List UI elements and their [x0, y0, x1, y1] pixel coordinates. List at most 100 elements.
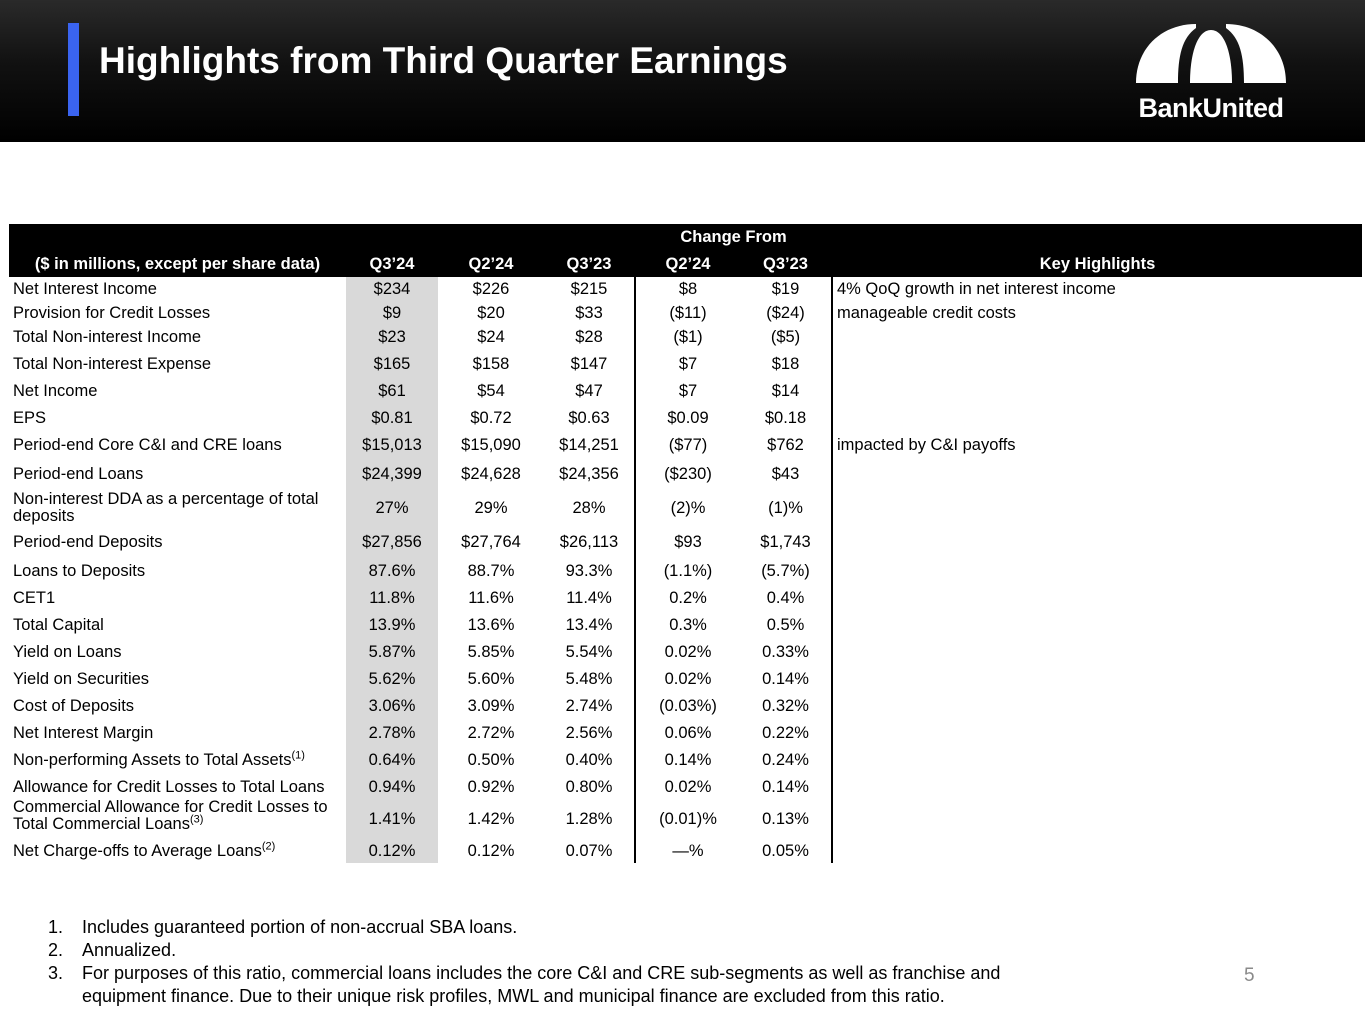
row-label: Total Non-interest Income: [9, 325, 346, 349]
row-footnote-ref: (2): [261, 840, 276, 852]
cell-q323: $33: [544, 301, 636, 325]
table-row: Net Charge-offs to Average Loans(2) 0.12%…: [9, 839, 1362, 863]
cell-q324: 5.62%: [346, 667, 438, 691]
cell-q323: $26,113: [544, 525, 636, 559]
table-header-group-row: Change From: [9, 224, 1362, 251]
cell-q323: 0.07%: [544, 839, 636, 863]
footnote-text: Includes guaranteed portion of non-accru…: [82, 917, 518, 937]
table-row: Net Interest Income $234 $226 $215 $8 $19 4% Q…: [9, 277, 1362, 301]
row-label: CET1: [9, 583, 346, 613]
slide-header: Highlights from Third Quarter Earnings B…: [0, 0, 1365, 142]
cell-q323: $24,356: [544, 457, 636, 491]
cell-chg-q224: (1.1%): [663, 561, 713, 580]
cell-chg-q323: 0.33%: [740, 637, 833, 667]
table-row: Total Capital 13.9% 13.6% 13.4% 0.3% 0.5%: [9, 613, 1362, 637]
cell-q324: $15,013: [346, 433, 438, 457]
cell-key-highlight: [832, 691, 1362, 721]
table-row: Non-interest DDA as a percentage of tota…: [9, 491, 1362, 525]
cell-chg-q224: $7: [678, 381, 698, 400]
cell-chg-q323: ($24): [740, 301, 833, 325]
cell-q224: 29%: [474, 498, 508, 517]
cell-q324: $165: [346, 349, 438, 379]
table-row: Allowance for Credit Losses to Total Loa…: [9, 775, 1362, 799]
cell-chg-q323: $762: [740, 433, 833, 457]
cell-q324: $27,856: [346, 525, 438, 559]
row-label-text: Provision for Credit Losses: [13, 303, 211, 322]
row-label-text: Yield on Securities: [13, 669, 150, 688]
cell-q224: 5.85%: [467, 642, 515, 661]
row-footnote-ref: (3): [190, 813, 204, 826]
cell-chg-q323: 0.13%: [740, 799, 833, 839]
footnote-number: 3.: [48, 963, 64, 983]
cell-chg-q323: (5.7%): [740, 559, 833, 583]
row-label-text: Total Capital: [13, 615, 104, 634]
row-label-text: Period-end Deposits: [13, 532, 163, 551]
row-label: Non-interest DDA as a percentage of tota…: [9, 491, 346, 525]
cell-key-highlight: [832, 349, 1362, 379]
cell-key-highlight: [832, 525, 1362, 559]
cell-q323: 93.3%: [544, 559, 636, 583]
cell-q224: $15,090: [461, 435, 521, 454]
cell-chg-q224: (0.01)%: [659, 809, 717, 828]
cell-q324: 5.87%: [346, 637, 438, 667]
row-label: Net Charge-offs to Average Loans(2): [9, 839, 346, 863]
cell-chg-q224: ($1): [673, 327, 703, 346]
row-label: Yield on Securities: [9, 667, 346, 691]
cell-chg-q224: (2)%: [670, 498, 706, 517]
cell-q324: 1.41%: [346, 799, 438, 839]
cell-key-highlight: [832, 379, 1362, 403]
cell-chg-q224: 0.02%: [664, 669, 712, 688]
cell-chg-q323: ($5): [740, 325, 833, 349]
table-row: Period-end Loans $24,399 $24,628 $24,356 ($2…: [9, 457, 1362, 491]
row-footnote-ref: (1): [291, 749, 305, 761]
bankunited-logo: BankUnited: [1132, 22, 1290, 126]
footnotes: 1. Includes guaranteed portion of non-ac…: [48, 916, 1088, 1008]
cell-key-highlight: [832, 325, 1362, 349]
cell-chg-q323: 0.32%: [740, 691, 833, 721]
cell-q324: 3.06%: [346, 691, 438, 721]
cell-chg-q323: $19: [740, 277, 833, 301]
row-label-text: Period-end Loans: [13, 464, 144, 483]
table-row: Net Interest Margin 2.78% 2.72% 2.56% 0.06% 0…: [9, 721, 1362, 745]
cell-q323: $147: [544, 349, 636, 379]
footnote-text: Annualized.: [82, 940, 177, 960]
cell-q224: $20: [477, 303, 505, 322]
cell-chg-q323: $43: [740, 457, 833, 491]
row-label-text: Net Interest Income: [13, 279, 157, 298]
accent-bar: [68, 23, 79, 116]
row-label: Yield on Loans: [9, 637, 346, 667]
cell-q323: 2.74%: [544, 691, 636, 721]
cell-key-highlight: manageable credit costs: [837, 303, 1016, 322]
row-label: Net Interest Income: [9, 277, 346, 301]
change-q224-column-header: Q2’24: [635, 251, 740, 277]
cell-q324: 11.8%: [346, 583, 438, 613]
row-label: Net Interest Margin: [9, 721, 346, 745]
cell-key-highlight: [832, 457, 1362, 491]
cell-key-highlight: [832, 559, 1362, 583]
label-column-header: ($ in millions, except per share data): [9, 251, 346, 277]
cell-key-highlight: [832, 721, 1362, 745]
row-label: Total Non-interest Expense: [9, 349, 346, 379]
cell-chg-q323: 0.4%: [740, 583, 833, 613]
row-label: Commercial Allowance for Credit Losses t…: [9, 799, 346, 839]
row-label-text-cont: Total Commercial Loans: [13, 815, 190, 833]
footnote-number: 1.: [48, 917, 64, 937]
cell-chg-q323: $18: [740, 349, 833, 379]
row-label-text: Net Income: [13, 381, 98, 400]
cell-q224: 0.92%: [467, 777, 515, 796]
table-row: Yield on Securities 5.62% 5.60% 5.48% 0.02% 0…: [9, 667, 1362, 691]
row-label-text: EPS: [13, 408, 47, 427]
cell-key-highlight: [832, 613, 1362, 637]
logo-arch-icon: [1136, 24, 1286, 83]
cell-chg-q224: ($11): [669, 303, 707, 322]
cell-key-highlight: impacted by C&I payoffs: [837, 435, 1016, 454]
change-from-header: Change From: [635, 224, 832, 251]
cell-q323: 5.48%: [544, 667, 636, 691]
cell-q323: 28%: [544, 491, 636, 525]
cell-q324: $24,399: [346, 457, 438, 491]
cell-chg-q224: $0.09: [667, 408, 709, 427]
table-row: Provision for Credit Losses $9 $20 $33 ($11)…: [9, 301, 1362, 325]
row-label-text: Cost of Deposits: [13, 696, 135, 715]
row-label-text: CET1: [13, 588, 56, 607]
cell-chg-q323: 0.14%: [740, 775, 833, 799]
